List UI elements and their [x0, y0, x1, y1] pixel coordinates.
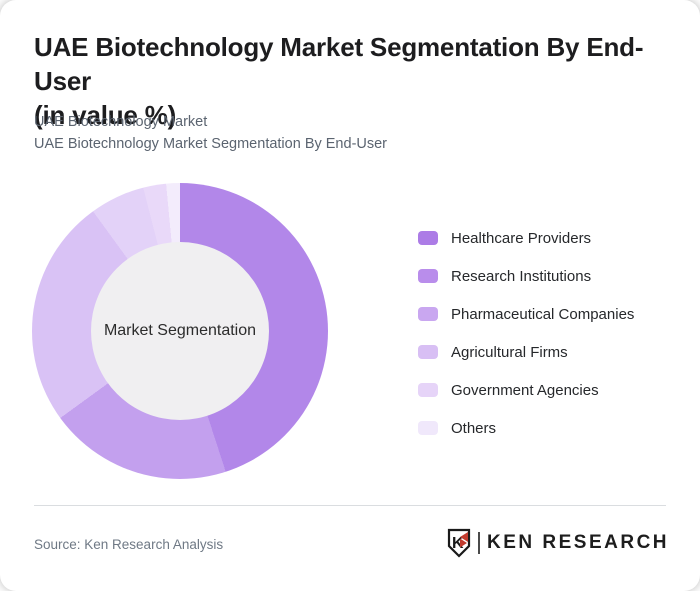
legend-item: Research Institutions — [418, 257, 634, 295]
logo-divider-bar — [478, 532, 480, 554]
page-title-line2: (in value %) — [34, 100, 177, 130]
ken-research-logo: K KEN RESEARCH — [446, 527, 669, 559]
legend-swatch — [418, 307, 438, 321]
donut-center: Market Segmentation — [91, 242, 269, 420]
donut-center-label: Market Segmentation — [103, 322, 257, 339]
subtitle-line: UAE Biotechnology Market — [34, 114, 208, 130]
red-wedge-icon — [460, 532, 468, 542]
page-title-line1: UAE Biotechnology Market Segmentation By… — [34, 32, 644, 96]
legend-label: Healthcare Providers — [451, 229, 592, 247]
legend-swatch — [418, 383, 438, 397]
source-note: Source: Ken Research Analysis — [34, 537, 224, 552]
legend-label: Agricultural Firms — [451, 343, 568, 361]
logo-wordmark: KEN RESEARCH — [487, 532, 670, 553]
legend-swatch — [418, 231, 438, 245]
legend-label: Others — [451, 419, 497, 437]
footer-divider — [34, 505, 666, 506]
legend-swatch — [418, 345, 438, 359]
legend-item: Healthcare Providers — [418, 219, 634, 257]
legend-item: Others — [418, 409, 634, 447]
legend-item: Government Agencies — [418, 371, 634, 409]
ken-shield-icon: K — [447, 528, 471, 558]
legend-label: Pharmaceutical Companies — [451, 305, 635, 323]
chart-subtitle: UAE Biotechnology Market UAE Biotechnolo… — [34, 111, 387, 155]
legend-swatch — [418, 421, 438, 435]
legend-label: Government Agencies — [451, 381, 599, 399]
donut-chart: Market Segmentation — [32, 183, 328, 479]
page-title: UAE Biotechnology Market Segmentation By… — [34, 30, 682, 132]
legend-swatch — [418, 269, 438, 283]
legend-label: Research Institutions — [451, 267, 592, 285]
legend-item: Pharmaceutical Companies — [418, 295, 634, 333]
legend-item: Agricultural Firms — [418, 333, 634, 371]
chart-legend: Healthcare Providers Research Institution… — [418, 219, 634, 447]
subtitle-line: UAE Biotechnology Market Segmentation By… — [34, 136, 388, 152]
